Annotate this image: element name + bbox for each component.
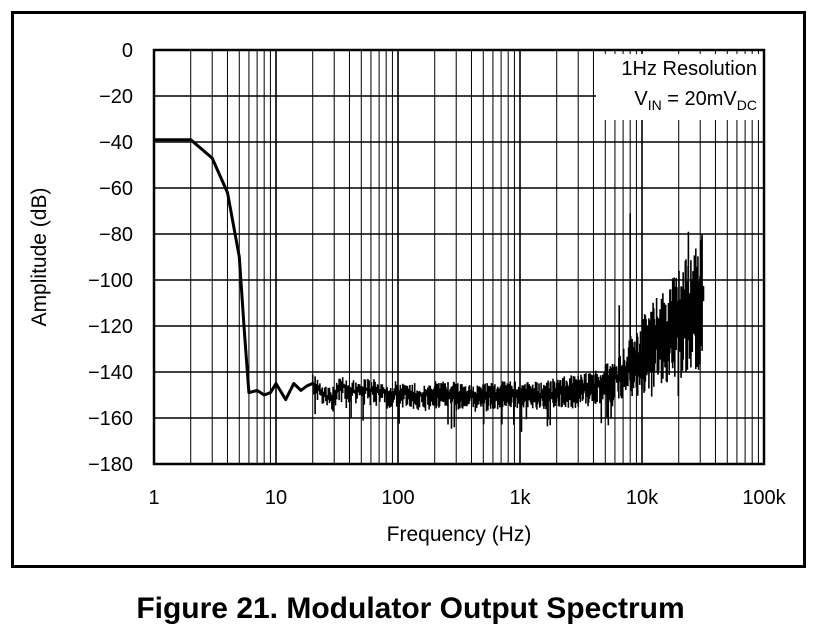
x-tick-label: 10k: [626, 487, 659, 509]
figure-caption: Figure 21. Modulator Output Spectrum: [136, 592, 685, 625]
x-axis-title: Frequency (Hz): [387, 523, 532, 546]
x-tick-label: 1k: [509, 487, 531, 509]
y-tick-label: −180: [88, 454, 133, 476]
y-tick-label: −40: [99, 132, 133, 154]
y-tick-label: −140: [88, 362, 133, 384]
y-tick-label: −60: [99, 178, 133, 200]
x-tick-label: 10: [265, 487, 287, 509]
annotation-box: 1Hz Resolution VIN = 20mVDC: [596, 54, 764, 120]
noise-fill: [311, 213, 705, 432]
annotation-background: [596, 54, 764, 120]
plot-border: [152, 48, 766, 466]
x-axis-ticks: 1 10 100 1k 10k 100k: [148, 487, 786, 509]
y-tick-label: −100: [88, 270, 133, 292]
x-tick-label: 1: [148, 487, 159, 509]
annotation-vin: VIN = 20mVDC: [634, 88, 757, 113]
y-tick-label: −20: [99, 86, 133, 108]
y-axis-ticks: 0 −20 −40 −60 −80 −100 −120 −140 −160 −180: [88, 40, 133, 476]
y-tick-label: −80: [99, 224, 133, 246]
y-tick-label: 0: [122, 40, 133, 62]
y-tick-label: −160: [88, 408, 133, 430]
x-tick-label: 100: [381, 487, 414, 509]
y-axis-title: Amplitude (dB): [28, 188, 51, 327]
x-tick-label: 100k: [742, 487, 786, 509]
annotation-resolution: 1Hz Resolution: [621, 58, 757, 80]
y-tick-label: −120: [88, 316, 133, 338]
